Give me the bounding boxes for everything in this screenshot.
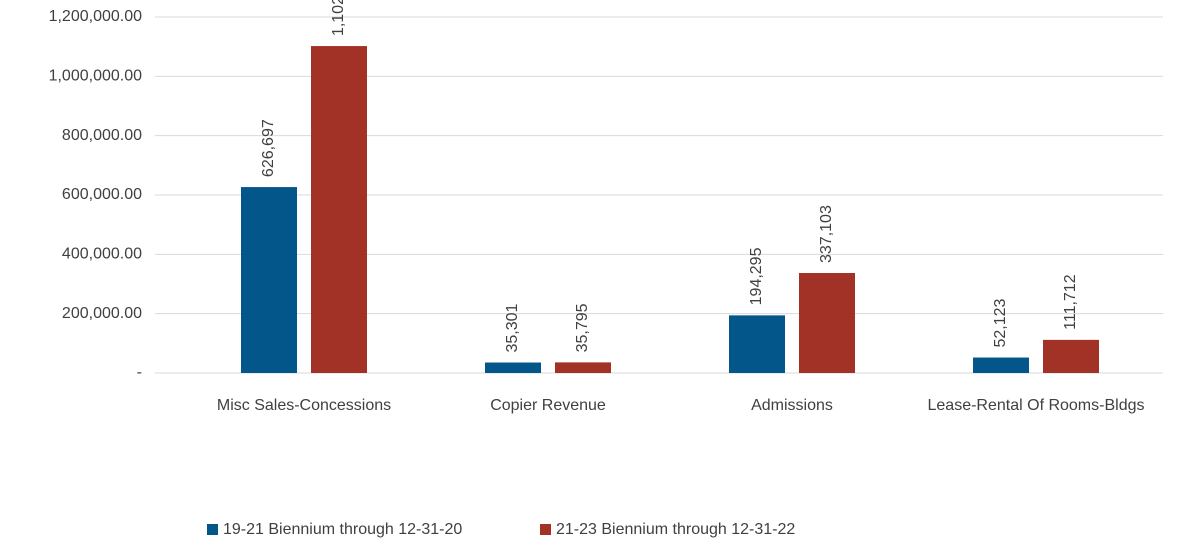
y-tick-label: 400,000.00 [62, 246, 142, 263]
legend-label: 19-21 Biennium through 12-31-20 [223, 521, 462, 538]
data-label: 52,123 [992, 298, 1009, 347]
data-label: 626,697 [260, 119, 277, 177]
bar [555, 362, 611, 373]
data-label: 111,712 [1062, 274, 1079, 330]
bar [799, 272, 855, 373]
legend-label: 21-23 Biennium through 12-31-22 [556, 521, 795, 538]
legend-swatch [540, 524, 551, 535]
bar [973, 357, 1029, 373]
data-label: 337,103 [818, 205, 835, 263]
data-label: 194,295 [748, 247, 765, 305]
y-tick-label: 1,200,000.00 [49, 8, 143, 25]
data-label: 35,301 [504, 303, 521, 352]
legend-swatch [207, 524, 218, 535]
x-tick-label: Copier Revenue [490, 397, 606, 414]
y-tick-label: 800,000.00 [62, 127, 142, 144]
data-label: 1,102,000 [330, 0, 347, 36]
bar [485, 362, 541, 373]
x-tick-label: Lease-Rental Of Rooms-Bldgs [927, 397, 1145, 414]
bar [729, 315, 785, 373]
data-label: 35,795 [574, 303, 591, 352]
bar [1043, 339, 1099, 373]
x-tick-label: Admissions [751, 397, 833, 414]
bar [241, 187, 297, 373]
y-tick-label: 1,000,000.00 [49, 68, 143, 85]
y-tick-label: - [137, 364, 142, 381]
y-tick-label: 600,000.00 [62, 186, 142, 203]
y-tick-label: 200,000.00 [62, 305, 142, 322]
bar [311, 46, 367, 373]
x-tick-label: Misc Sales-Concessions [216, 397, 392, 414]
